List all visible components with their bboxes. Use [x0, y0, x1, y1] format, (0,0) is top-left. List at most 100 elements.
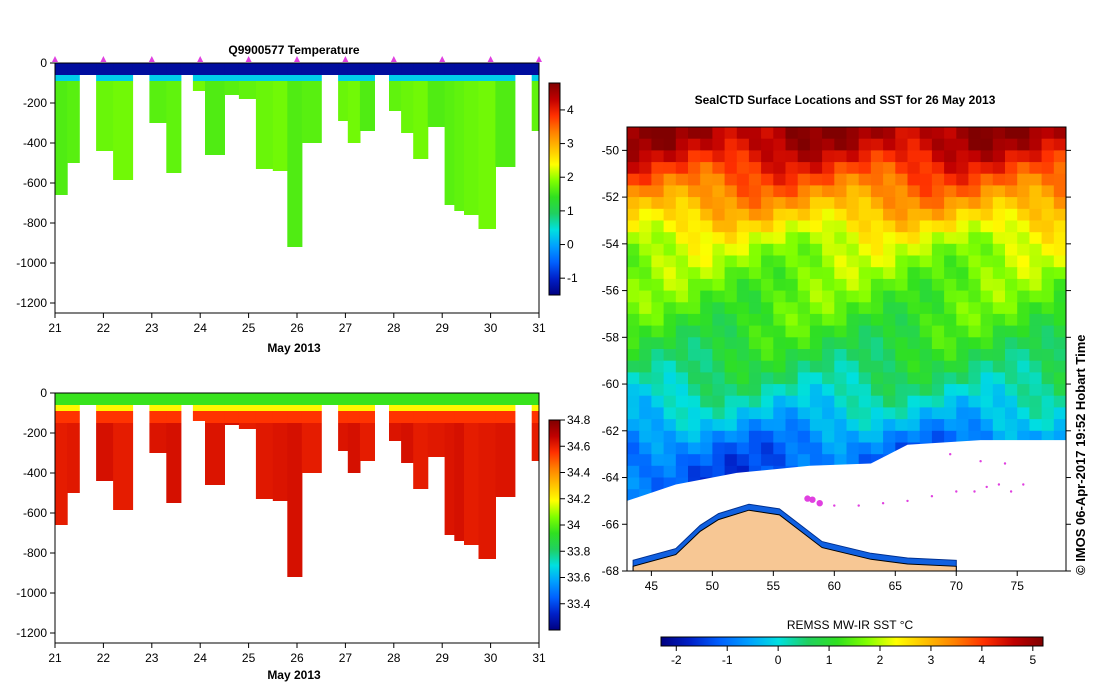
sst-cell: [1029, 255, 1043, 268]
sst-cell: [968, 150, 982, 163]
profile-cell: [321, 63, 339, 75]
sst-cell: [675, 243, 689, 256]
sst-cell: [773, 419, 786, 432]
sst-cell: [919, 255, 933, 268]
salinity-colorbar-ticks: 34.8 34.6 34.4 34.2 34 33.8 33.6 33.4: [560, 413, 591, 611]
profile-column: [205, 393, 225, 485]
seal-track: [804, 453, 1025, 507]
sst-cell: [919, 138, 933, 151]
profile-cell: [338, 63, 349, 75]
sst-cell: [785, 150, 799, 163]
map-colorbar-tick-label: 2: [877, 653, 884, 667]
x-tick-label: 22: [97, 651, 111, 665]
sst-cell: [919, 127, 933, 140]
sst-cell: [773, 454, 786, 467]
sst-cell: [700, 325, 713, 338]
sst-cell: [700, 220, 713, 233]
sst-cell: [748, 208, 762, 221]
sst-cell: [724, 243, 738, 256]
y-tick-label: -1000: [16, 586, 47, 600]
sst-cell: [992, 349, 1006, 362]
sst-cell: [639, 313, 652, 327]
sst-cell: [688, 419, 701, 432]
sst-cell: [931, 267, 945, 280]
sst-cell: [1017, 138, 1030, 151]
sst-cell: [736, 349, 750, 362]
y-tick-label: -200: [23, 96, 47, 110]
sst-cell: [968, 138, 982, 151]
profile-cell: [444, 63, 455, 75]
sst-cell: [700, 442, 713, 455]
sst-cell: [809, 360, 823, 373]
sst-cell: [834, 407, 847, 420]
sst-cell: [809, 127, 823, 140]
sst-cell: [748, 197, 762, 210]
sst-cell: [700, 127, 713, 140]
profile-cell: [454, 63, 465, 75]
sst-cell: [1005, 127, 1018, 140]
profile-column: [478, 63, 496, 229]
sst-cell: [797, 325, 811, 338]
profile-cell: [444, 405, 455, 411]
sst-cell: [724, 150, 738, 163]
sst-cell: [846, 185, 860, 198]
sst-cell: [1029, 325, 1043, 338]
sst-cell: [822, 407, 835, 420]
seal-location: [816, 500, 823, 507]
sst-cell: [980, 138, 994, 151]
sst-cell: [639, 360, 652, 373]
profile-cell: [255, 81, 274, 169]
sst-cell: [809, 220, 823, 233]
sst-cell: [785, 302, 799, 315]
sst-cell: [663, 185, 677, 198]
sst-cell: [663, 127, 677, 140]
sst-cell: [688, 407, 701, 420]
sst-cell: [1053, 173, 1066, 186]
sst-cell: [980, 197, 994, 210]
sst-cell: [724, 138, 738, 151]
profile-column: [464, 393, 480, 545]
profile-column: [192, 63, 206, 91]
sst-cell: [688, 243, 701, 256]
sst-cell: [688, 267, 701, 280]
sst-cell: [785, 454, 799, 467]
sst-cell: [944, 290, 957, 303]
sst-cell: [700, 349, 713, 362]
sst-cell: [809, 138, 823, 151]
sst-cell: [931, 162, 945, 175]
profile-column: [374, 393, 390, 405]
sst-cell: [870, 302, 884, 315]
sst-cell: [748, 278, 762, 292]
sst-cell: [773, 395, 786, 408]
sst-cell: [761, 360, 774, 373]
sst-cell: [785, 127, 799, 140]
sst-cell: [822, 185, 835, 198]
map-axes-frame: [626, 126, 1067, 572]
sst-cell: [773, 243, 786, 256]
sst-cell: [651, 232, 665, 245]
profile-cell: [444, 411, 455, 423]
sst-cell: [761, 197, 774, 210]
sst-cell: [773, 278, 786, 292]
sst-cell: [639, 232, 652, 245]
sst-cell: [907, 349, 921, 362]
sst-cell: [858, 232, 872, 245]
sst-cell: [1005, 162, 1018, 175]
profile-cell: [55, 423, 68, 525]
profile-cell: [374, 63, 390, 75]
sst-cell: [907, 407, 921, 420]
sst-cell: [688, 185, 701, 198]
y-tick-label: 0: [40, 56, 47, 70]
profile-cell: [427, 405, 446, 411]
sst-cell: [907, 267, 921, 280]
profile-column: [301, 393, 322, 473]
sst-cell: [651, 465, 665, 478]
sst-cell: [883, 243, 896, 256]
profile-column: [96, 63, 114, 151]
profile-cell: [464, 63, 480, 75]
sst-cell: [931, 325, 945, 338]
sst-cell: [663, 337, 677, 350]
profile-column: [205, 63, 225, 155]
colorbar-tick-label: 4: [567, 103, 574, 117]
profile-column: [495, 393, 516, 497]
